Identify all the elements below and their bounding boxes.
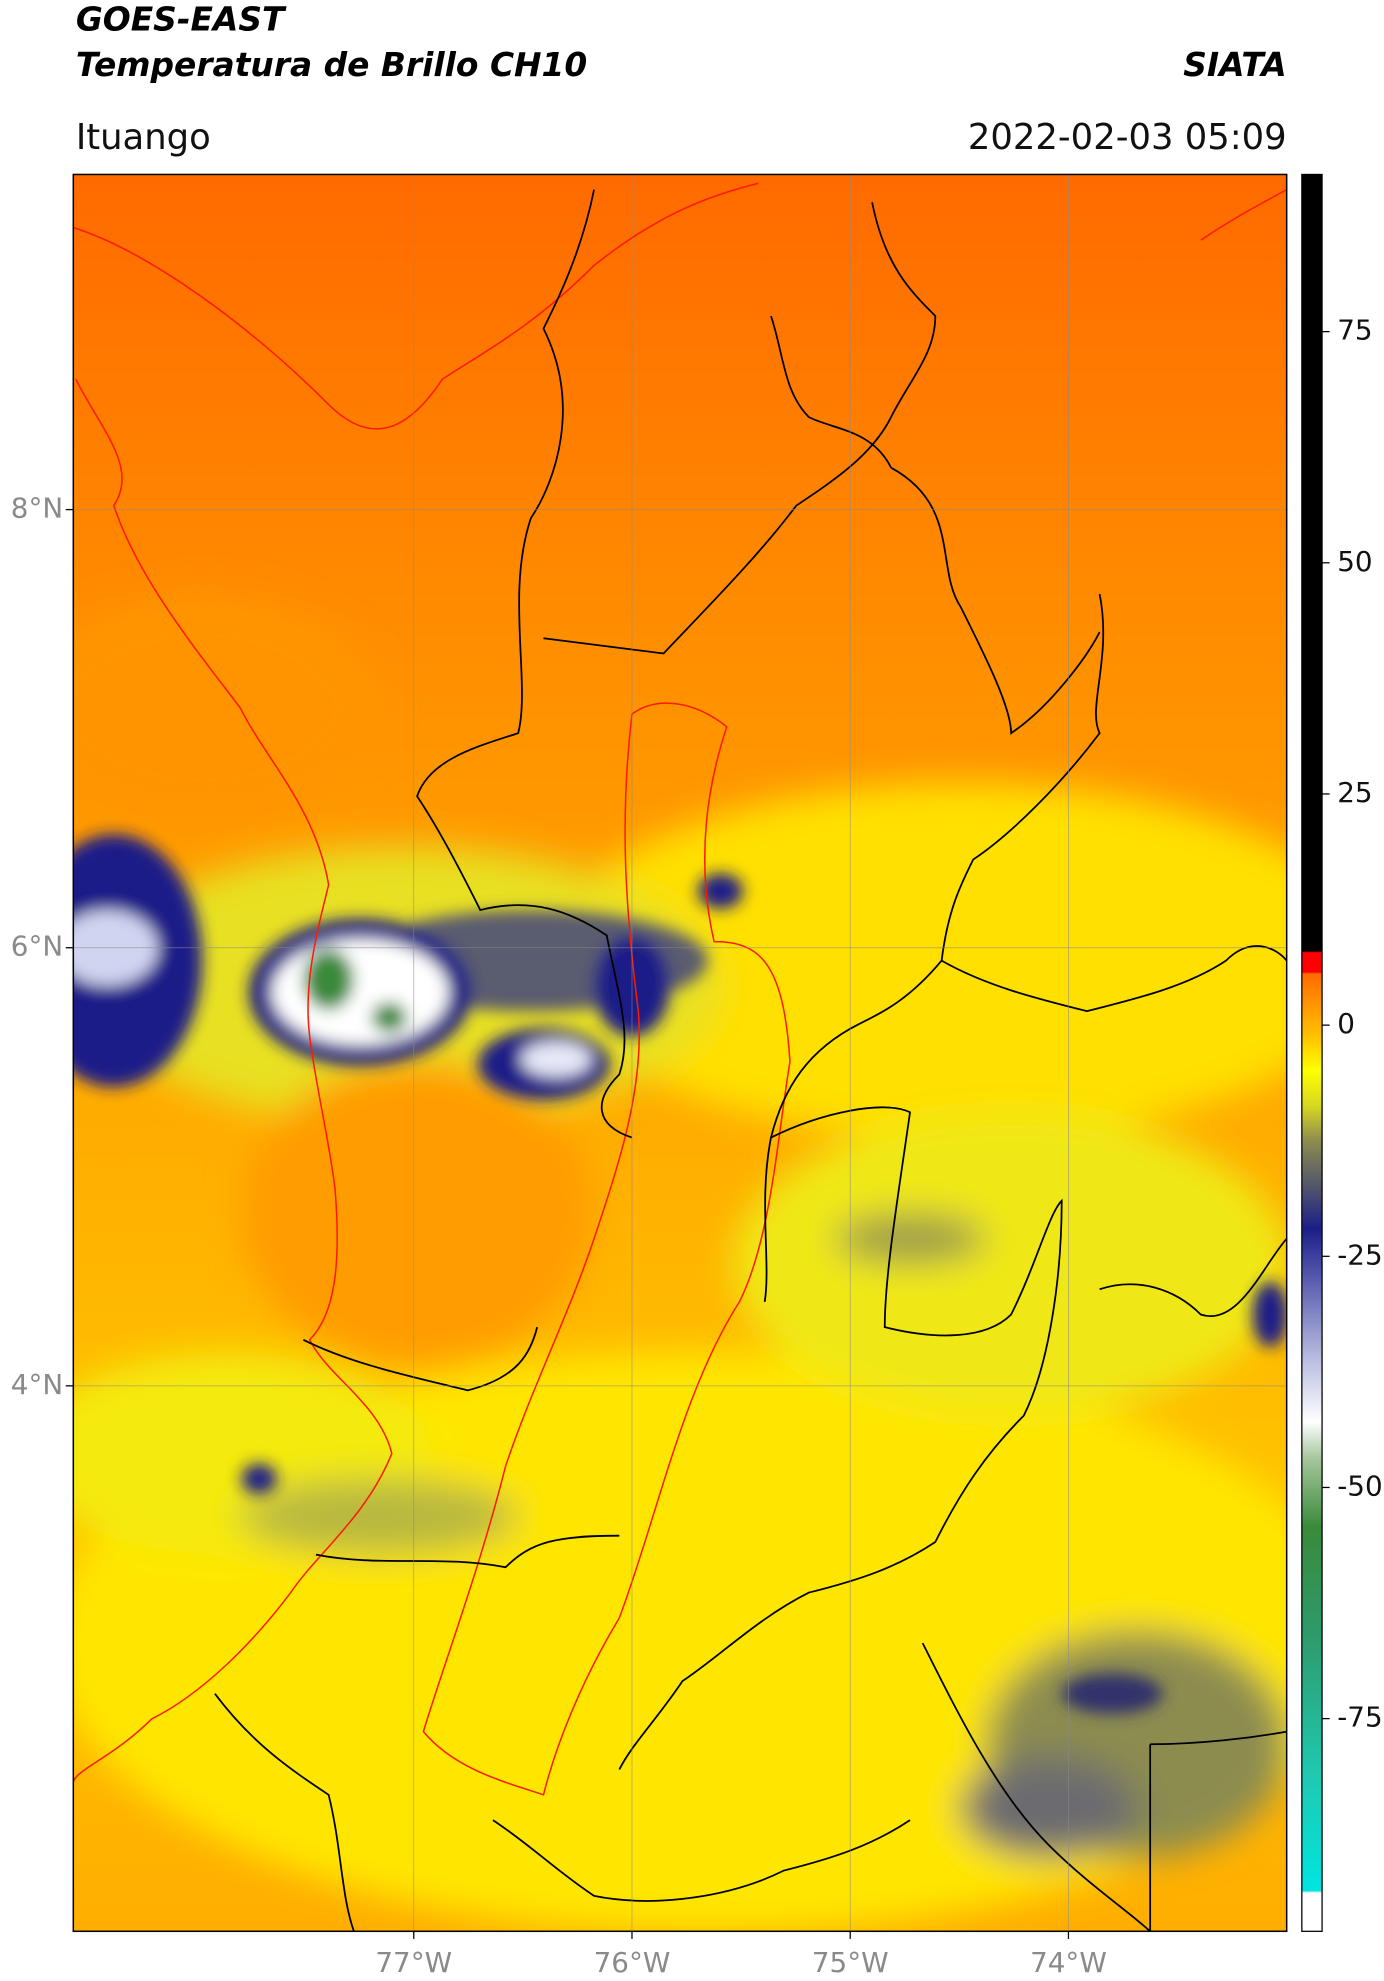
- colorbar-tick-label: 0: [1337, 1007, 1355, 1040]
- y-tick-label: 8°N: [11, 492, 63, 525]
- graticule: 77°W 76°W 75°W 74°W 4°N 6°N 8°N: [11, 174, 1287, 1979]
- map-frame: [72, 173, 1288, 1933]
- colorbar-ticks: -75 -50 -25 0 25 50 75: [1322, 314, 1383, 1734]
- x-tick-label: 75°W: [812, 1946, 889, 1979]
- datetime: 2022-02-03 05:09: [968, 117, 1287, 158]
- y-tick-label: 6°N: [11, 930, 63, 963]
- y-tick-label: 4°N: [11, 1368, 63, 1401]
- region: Ituango: [76, 117, 211, 158]
- title-line2: Temperatura de Brillo CH10: [76, 45, 587, 84]
- colorbar-tick-label: -50: [1337, 1469, 1382, 1502]
- x-tick-label: 77°W: [375, 1946, 452, 1979]
- colorbar-tick-label: 75: [1337, 314, 1372, 347]
- colorbar-tick-label: 25: [1337, 776, 1372, 809]
- x-tick-label: 74°W: [1030, 1946, 1107, 1979]
- map-imagery: [73, 174, 1287, 1932]
- colorbar-tick-label: -25: [1337, 1238, 1382, 1271]
- colorbar-tick-label: -75: [1337, 1701, 1382, 1734]
- colorbar: [1301, 173, 1323, 1932]
- title-line1: GOES-EAST: [76, 0, 287, 38]
- x-tick-label: 76°W: [594, 1946, 671, 1979]
- agency: SIATA: [1183, 45, 1286, 84]
- colorbar-tick-label: 50: [1337, 545, 1372, 578]
